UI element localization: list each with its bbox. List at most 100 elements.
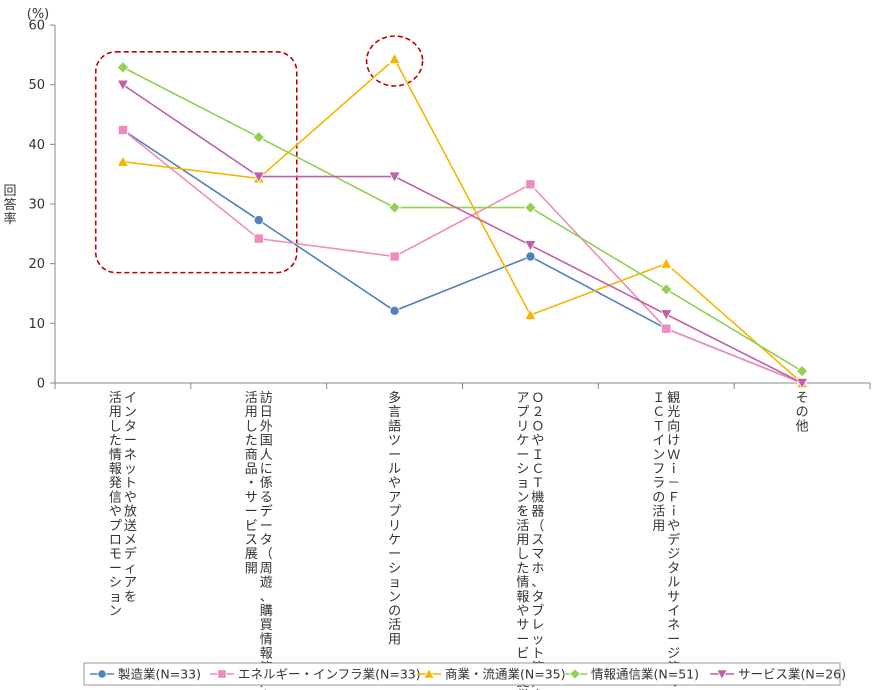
category-label-char: サ [667,590,680,605]
legend-item-1: 製造業(N=33) [90,667,201,682]
y-axis-title-char: 率 [3,211,16,227]
category-label-char: 購 [260,604,273,619]
category-label-char: ア [124,576,137,591]
data-point [116,79,130,92]
category-label-char: ジ [667,647,680,662]
category-label-char: や [109,505,122,520]
category-label-char: 活 [652,505,665,520]
data-point [388,171,401,183]
data-point [524,308,537,320]
category-label-char: プ [109,519,122,534]
category-label-char: ー [516,632,529,647]
data-point [795,364,809,378]
category-label-char: Ｆ [667,490,680,505]
category-label-char: ル [388,462,401,477]
category-label-char: ー [260,519,273,534]
category-label-char: ー [388,547,401,562]
highlight-annotations [94,35,424,274]
y-tick-label: 50 [28,78,45,93]
data-point [252,171,266,183]
category-label-char: ネ [124,448,137,463]
category-label-char: ２ [531,405,544,420]
category-label-char: を [516,505,529,520]
category-label-char: ョ [516,476,529,491]
category-label-char: タ [260,533,273,548]
category-label-char: 発 [109,476,122,491]
category-label-char: そ [796,391,809,406]
data-point [253,215,264,226]
category-label-char: 活 [245,391,258,406]
category-label-char: ッ [124,462,137,477]
category-label-char: 情 [516,576,529,591]
data-point [795,377,809,390]
data-point [388,201,401,214]
y-tick-label: 40 [28,138,45,153]
category-label: アプリケーションを活用した情報やサービス提供 [516,391,529,690]
category-label-char: ア [388,490,401,505]
category-label-char: 係 [260,476,273,491]
category-label-char: デ [124,546,137,562]
data-point [116,61,130,74]
data-point [661,323,672,334]
category-label-char: 遊 [260,576,273,591]
category-label-char: 、 [260,590,273,605]
category-label-char: し [516,547,529,562]
category-label: 訪日外国人に係るデータ（周遊、購買情報等）を [260,390,273,690]
category-label-char: の [796,405,809,420]
series-4 [116,61,809,378]
data-point [525,179,536,190]
category-label-char: ル [667,576,680,591]
legend-label: 製造業(N=33) [118,667,201,682]
category-label-char: － [667,476,680,491]
category-label-char: 人 [260,448,273,463]
legend-marker [569,668,581,680]
category-label-char: に [260,462,273,477]
category-label-char: ケ [388,533,401,548]
y-axis-title: 回答率 [3,184,16,227]
category-label-char: 用 [652,519,665,534]
category-label: 活用した商品・サービス展開 [245,391,258,576]
legend: 製造業(N=33) エネルギー・インフラ業(N=33) 商業・流通業(N=35) 情報… [83,662,846,686]
category-label-char: レ [531,618,544,633]
category-label: 観光向けＷｉ－Ｆｉやデジタルサイネージ等の [667,391,680,690]
category-label-char: ｉ [667,505,680,520]
series-line [122,129,803,384]
series-line [122,129,803,384]
category-label-char: ー [667,632,680,647]
y-tick-label: 30 [28,198,45,213]
category-label-char: 信 [109,490,122,505]
category-label-char: サ [245,490,258,505]
data-point [659,257,673,269]
category-label-char: ン [652,448,665,463]
data-point [253,233,264,244]
category-label-char: 展 [245,547,258,562]
legend-marker [423,667,435,679]
series-line [122,57,803,384]
y-tick-label: 0 [37,377,45,392]
category-label-char: ー [388,448,401,463]
category-label-char: ス [531,533,544,548]
category-label-char: （ [531,519,544,534]
category-label-char: Ｉ [531,448,544,463]
category-label-char: プ [388,505,401,520]
data-point [524,240,537,252]
category-label-char: ン [388,590,401,605]
category-label-char: ー [516,448,529,463]
category-label-char: Ｃ [531,462,544,477]
category-label-char: イ [667,604,680,619]
category-label-char: 活 [388,618,401,633]
data-point [117,125,128,136]
series-2 [117,125,808,388]
category-label-char: リ [516,419,529,434]
category-label-char: た [516,561,529,576]
category-label-char: ョ [388,576,401,591]
category-label-char: 器 [531,505,544,520]
category-label-char: ィ [124,561,137,576]
category-label-char: （ [260,547,273,562]
category-label-char: イ [652,434,665,449]
data-point [388,52,401,65]
category-label-char: 買 [260,618,273,633]
series-layer [116,52,809,390]
category-label-char: タ [531,590,544,605]
category-label-char: 活 [516,519,529,534]
